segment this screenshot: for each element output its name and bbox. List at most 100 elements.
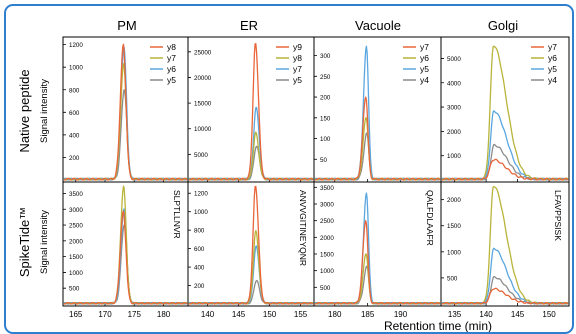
legend-label-y6: y6 bbox=[548, 53, 557, 63]
y-tick-label: 200 bbox=[194, 283, 205, 290]
y-tick-label: 1000 bbox=[447, 249, 461, 256]
y-tick-label: 15000 bbox=[194, 101, 212, 108]
y-tick-label: 800 bbox=[194, 228, 205, 235]
figure-frame: PM ER Vacuole Golgi Native peptide Spike… bbox=[4, 4, 574, 334]
legend-label-y7: y7 bbox=[548, 42, 557, 52]
y-tick-label: 20000 bbox=[194, 75, 212, 82]
series-line-y8 bbox=[63, 210, 188, 305]
y-tick-label: 250 bbox=[320, 74, 331, 81]
x-tick-label: 175 bbox=[128, 310, 142, 319]
series-line-y7 bbox=[441, 158, 569, 181]
legend-label-y7: y7 bbox=[167, 53, 176, 63]
x-tick-label: 140 bbox=[201, 310, 215, 319]
legend-label-y5: y5 bbox=[548, 64, 557, 74]
legend-label-y4: y4 bbox=[548, 75, 557, 85]
y-tick-label: 5000 bbox=[447, 56, 461, 63]
y-tick-label: 100 bbox=[320, 136, 331, 143]
y-tick-label: 1000 bbox=[194, 209, 208, 216]
column-title-golgi: Golgi bbox=[488, 18, 518, 33]
legend-label-y6: y6 bbox=[420, 53, 429, 63]
y-tick-label: 150 bbox=[320, 115, 331, 122]
y-tick-label: 5000 bbox=[194, 152, 208, 159]
y-tick-label: 1200 bbox=[69, 42, 83, 49]
column-title-er: ER bbox=[240, 18, 258, 33]
column-titles: PM ER Vacuole Golgi bbox=[117, 18, 518, 33]
y-tick-label: 3000 bbox=[447, 105, 461, 112]
legend-label-y9: y9 bbox=[293, 42, 302, 52]
y-tick-label: 3000 bbox=[69, 207, 83, 214]
y-tick-label: 25000 bbox=[194, 49, 212, 56]
peptide-annotation: ANVVGITINEYQNR bbox=[298, 190, 308, 266]
y-tick-label: 600 bbox=[194, 246, 205, 253]
x-tick-label: 185 bbox=[361, 310, 375, 319]
row-labels: Native peptide SpikeTide™ Signal intensi… bbox=[17, 69, 50, 277]
column-title-pm: PM bbox=[117, 18, 137, 33]
y-axis-label-bottom: Signal intensity bbox=[39, 210, 50, 274]
y-tick-label: 50 bbox=[320, 157, 327, 164]
panel-golgi-spiketide: 500 1000 1500 2000 135 140 145 150 LFAVPPSISK bbox=[440, 181, 570, 319]
legend-label-y5: y5 bbox=[293, 75, 302, 85]
series-line-y6 bbox=[314, 117, 441, 181]
y-tick-label: 3000 bbox=[320, 202, 334, 209]
y-tick-label: 3500 bbox=[320, 185, 334, 192]
y-tick-label: 500 bbox=[447, 275, 458, 282]
y-tick-label: 200 bbox=[320, 95, 331, 102]
y-tick-label: 1000 bbox=[69, 270, 83, 277]
y-tick-label: 1000 bbox=[320, 268, 334, 275]
series-line-y7 bbox=[441, 287, 569, 305]
x-tick-label: 135 bbox=[448, 310, 462, 319]
panel-vacuole-spiketide: 500 1000 1500 2000 2500 3000 3500 180 185 190 QALF… bbox=[313, 181, 442, 319]
y-tick-label: 1500 bbox=[320, 252, 334, 259]
series-line-y6 bbox=[314, 253, 441, 305]
y-tick-label: 2000 bbox=[320, 235, 334, 242]
y-tick-label: 400 bbox=[194, 265, 205, 272]
y-tick-label: 2000 bbox=[447, 129, 461, 136]
peptide-annotation: QALFDLAAFR bbox=[425, 190, 435, 246]
chromatogram-figure: PM ER Vacuole Golgi Native peptide Spike… bbox=[17, 18, 570, 332]
y-tick-label: 300 bbox=[320, 53, 331, 60]
y-axis-label-top: Signal intensity bbox=[39, 79, 50, 143]
series-line-y4 bbox=[441, 275, 569, 305]
series-line-y7 bbox=[314, 220, 441, 305]
x-tick-label: 140 bbox=[479, 310, 493, 319]
y-tick-label: 10000 bbox=[194, 126, 212, 133]
y-tick-label: 3500 bbox=[69, 191, 83, 198]
column-title-vacuole: Vacuole bbox=[355, 18, 401, 33]
y-tick-label: 600 bbox=[69, 110, 80, 117]
y-tick-label: 400 bbox=[69, 132, 80, 139]
x-axis-label: Retention time (min) bbox=[384, 319, 492, 332]
x-tick-label: 150 bbox=[542, 310, 556, 319]
y-tick-label: 2500 bbox=[320, 218, 334, 225]
legend-label-y5: y5 bbox=[167, 75, 176, 85]
y-tick-label: 1500 bbox=[447, 223, 461, 230]
y-tick-label: 1200 bbox=[194, 191, 208, 198]
peptide-annotation: LFAVPPSISK bbox=[553, 190, 563, 241]
x-tick-label: 150 bbox=[263, 310, 277, 319]
x-tick-label: 145 bbox=[511, 310, 525, 319]
peptide-annotation: SLPTLLNVR bbox=[172, 190, 182, 239]
x-tick-label: 180 bbox=[157, 310, 171, 319]
panel-frame bbox=[440, 181, 570, 307]
series-line-y5 bbox=[315, 192, 441, 305]
series-line-y4 bbox=[314, 132, 441, 181]
legend-label-y7: y7 bbox=[420, 42, 429, 52]
y-tick-label: 4000 bbox=[447, 80, 461, 87]
series-line-y7 bbox=[314, 96, 441, 181]
y-tick-label: 500 bbox=[320, 285, 331, 292]
series-line-y6 bbox=[441, 185, 569, 305]
row-label-spiketide: SpikeTide™ bbox=[17, 207, 32, 277]
y-tick-label: 1000 bbox=[447, 153, 461, 160]
legend-label-y4: y4 bbox=[420, 75, 429, 85]
series-line-y9 bbox=[188, 185, 314, 305]
legend-label-y8: y8 bbox=[293, 53, 302, 63]
series-line-y8 bbox=[188, 229, 314, 305]
y-tick-label: 800 bbox=[69, 87, 80, 94]
y-tick-label: 200 bbox=[69, 155, 80, 162]
y-tick-label: 2500 bbox=[69, 223, 83, 230]
y-tick-label: 2000 bbox=[447, 197, 461, 204]
series-line-y5 bbox=[441, 110, 569, 181]
legend-label-y8: y8 bbox=[167, 42, 176, 52]
